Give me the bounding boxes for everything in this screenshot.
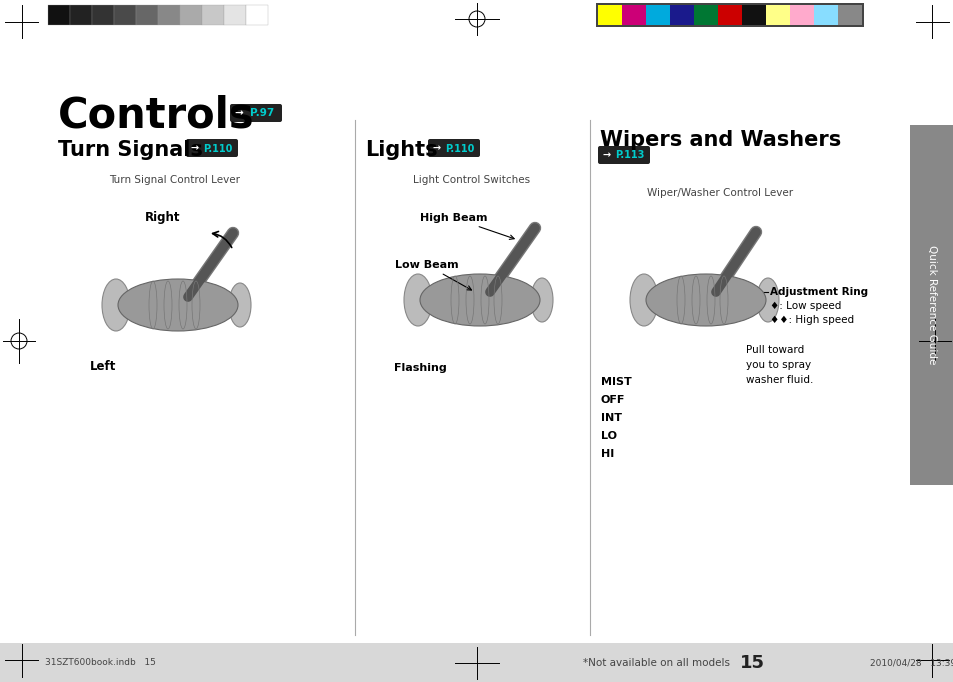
Text: →: → — [433, 143, 440, 153]
Ellipse shape — [629, 274, 658, 326]
Text: Low Beam: Low Beam — [395, 260, 471, 290]
Text: ♦♦: High speed: ♦♦: High speed — [769, 315, 853, 325]
Ellipse shape — [419, 274, 539, 326]
Text: 31SZT600book.indb   15: 31SZT600book.indb 15 — [45, 658, 155, 667]
Text: ♦: Low speed: ♦: Low speed — [769, 301, 841, 311]
Text: Left: Left — [90, 361, 116, 374]
Text: Turn Signals: Turn Signals — [58, 140, 203, 160]
Text: Wipers and Washers: Wipers and Washers — [599, 130, 841, 150]
Bar — [789, 5, 813, 25]
Bar — [837, 5, 862, 25]
Bar — [180, 5, 202, 25]
Text: →: → — [234, 108, 243, 119]
FancyBboxPatch shape — [186, 139, 237, 157]
Bar — [202, 5, 224, 25]
Ellipse shape — [757, 278, 779, 322]
Bar — [596, 3, 863, 27]
Text: *Not available on all models: *Not available on all models — [582, 657, 729, 668]
Bar — [0, 643, 953, 682]
Bar — [645, 5, 669, 25]
Text: Quick Reference Guide: Quick Reference Guide — [926, 246, 936, 365]
Text: MIST: MIST — [600, 377, 631, 387]
Text: 2010/04/28   13:39:38: 2010/04/28 13:39:38 — [869, 658, 953, 667]
Text: Light Control Switches: Light Control Switches — [413, 175, 530, 185]
Text: Adjustment Ring: Adjustment Ring — [769, 287, 867, 297]
Text: LO: LO — [600, 431, 617, 441]
Bar — [136, 5, 158, 25]
Text: Pull toward
you to spray
washer fluid.: Pull toward you to spray washer fluid. — [745, 345, 813, 385]
Ellipse shape — [118, 279, 237, 331]
Text: OFF: OFF — [600, 395, 625, 405]
Bar — [813, 5, 837, 25]
Text: INT: INT — [600, 413, 621, 423]
Ellipse shape — [229, 283, 251, 327]
Text: Right: Right — [145, 211, 180, 224]
Bar — [909, 125, 953, 485]
Text: P.110: P.110 — [203, 143, 233, 153]
Ellipse shape — [403, 274, 432, 326]
Bar — [718, 5, 741, 25]
Text: P.110: P.110 — [445, 143, 475, 153]
Bar — [669, 5, 693, 25]
Bar — [70, 5, 91, 25]
Text: P.113: P.113 — [615, 151, 644, 160]
Bar — [765, 5, 789, 25]
Text: Lights: Lights — [365, 140, 437, 160]
FancyBboxPatch shape — [230, 104, 282, 122]
Ellipse shape — [102, 279, 130, 331]
Text: →: → — [602, 151, 611, 160]
Text: Flashing: Flashing — [394, 363, 446, 373]
Text: Wiper/Washer Control Lever: Wiper/Washer Control Lever — [646, 188, 792, 198]
FancyBboxPatch shape — [428, 139, 479, 157]
Ellipse shape — [645, 274, 765, 326]
Ellipse shape — [531, 278, 553, 322]
Bar — [693, 5, 718, 25]
Text: P.97: P.97 — [250, 108, 274, 119]
Text: Controls: Controls — [58, 95, 254, 137]
Bar — [741, 5, 765, 25]
Bar — [246, 5, 268, 25]
Bar — [224, 5, 246, 25]
Bar — [113, 5, 136, 25]
Bar — [48, 5, 70, 25]
Bar — [621, 5, 645, 25]
Text: Turn Signal Control Lever: Turn Signal Control Lever — [110, 175, 240, 185]
Text: →: → — [191, 143, 199, 153]
Text: High Beam: High Beam — [419, 213, 514, 239]
FancyBboxPatch shape — [598, 146, 649, 164]
Bar — [158, 5, 180, 25]
Bar — [91, 5, 113, 25]
Text: 15: 15 — [740, 653, 764, 672]
Text: HI: HI — [600, 449, 614, 459]
Bar — [598, 5, 621, 25]
